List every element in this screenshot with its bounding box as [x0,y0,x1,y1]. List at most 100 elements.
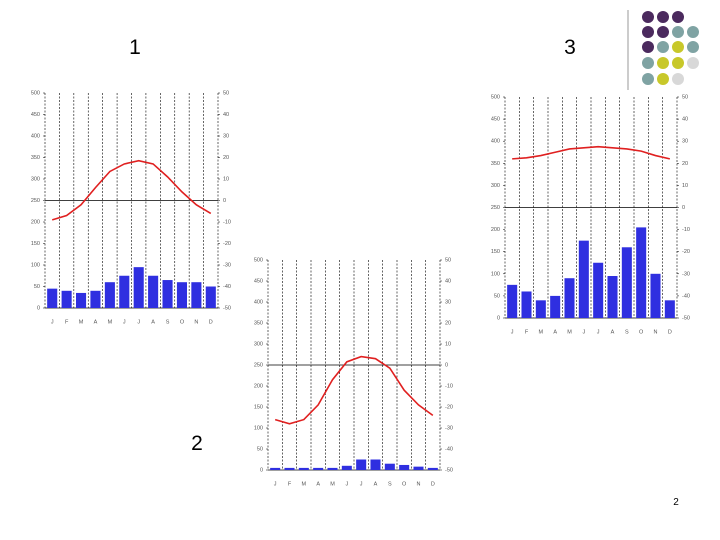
y-tick-label: 50 [257,446,263,452]
bar [564,278,575,318]
bar [664,300,675,318]
bar [104,282,115,308]
x-tick-label: M [567,329,572,335]
y2-tick-label: -40 [445,446,453,452]
bar [636,227,647,318]
y2-tick-label: -40 [682,293,690,299]
y-tick-label: 300 [31,176,40,182]
x-tick-label: A [374,481,378,487]
chart-number: 3 [564,36,576,59]
y2-tick-label: -30 [682,271,690,277]
x-tick-label: A [553,329,557,335]
y2-tick-label: 0 [223,198,226,204]
x-tick-label: J [597,329,600,335]
y2-tick-label: 40 [445,278,451,284]
y2-tick-label: -20 [682,249,690,255]
x-tick-label: M [330,481,335,487]
bar [550,295,561,318]
y-tick-label: 150 [31,241,40,247]
bar [356,459,367,470]
y-tick-label: 100 [254,425,263,431]
y2-tick-label: -10 [445,383,453,389]
y-tick-label: 150 [491,249,500,255]
bar [75,292,87,308]
x-tick-label: N [194,319,198,325]
x-tick-label: J [511,329,514,335]
y-tick-label: 250 [31,198,40,204]
x-tick-label: M [79,319,84,325]
x-tick-label: J [582,329,585,335]
y-tick-label: 50 [34,284,40,290]
bar [298,467,309,470]
chart-number: 1 [129,36,141,59]
x-tick-label: S [166,319,170,325]
y2-tick-label: -10 [223,219,231,225]
x-tick-label: N [654,329,658,335]
bar [341,465,352,470]
y-tick-label: 250 [491,205,500,211]
x-tick-label: O [180,319,185,325]
bar [47,288,58,308]
y-tick-label: 350 [491,161,500,167]
y2-tick-label: -20 [223,241,231,247]
y2-tick-label: -50 [682,315,690,321]
bar [119,275,130,308]
bar [284,467,295,470]
climate-chart: 050100150200250300350400450500-50-40-30-… [31,90,231,325]
y2-tick-label: 30 [682,139,688,145]
x-tick-label: O [402,481,407,487]
x-tick-label: O [639,329,644,335]
y-tick-label: 100 [31,262,40,268]
bar [370,459,381,470]
x-tick-label: A [94,319,98,325]
temperature-line [512,145,671,160]
temperature-line [274,355,434,425]
x-tick-label: D [668,329,672,335]
y-tick-label: 50 [494,293,500,299]
bar [427,467,438,470]
y2-tick-label: -50 [445,467,453,473]
y-tick-label: 100 [491,271,500,277]
y-tick-label: 400 [31,133,40,139]
y2-tick-label: 30 [223,133,229,139]
y2-tick-label: -30 [445,425,453,431]
y2-tick-label: 0 [682,205,685,211]
bar [384,463,395,470]
y-tick-label: 200 [254,383,263,389]
x-tick-label: M [302,481,307,487]
y2-tick-label: -40 [223,284,231,290]
bar [413,466,424,470]
y2-tick-label: 10 [223,176,229,182]
y-tick-label: 200 [491,227,500,233]
bar [270,467,281,470]
bar [593,262,604,318]
y2-tick-label: 20 [445,320,451,326]
y-tick-label: 400 [491,139,500,145]
y2-tick-label: 50 [682,94,688,100]
x-tick-label: J [360,481,363,487]
bar [313,467,324,470]
bar [607,276,618,318]
temperature-line [51,159,212,221]
y2-tick-label: 20 [223,155,229,161]
y2-tick-label: -10 [682,227,690,233]
y-tick-label: 150 [254,404,263,410]
y-tick-label: 200 [31,219,40,225]
y2-tick-label: 10 [682,183,688,189]
y2-tick-label: -50 [223,305,231,311]
bar [191,282,202,308]
x-tick-label: D [431,481,435,487]
x-tick-label: M [108,319,113,325]
bar [90,290,101,308]
y-tick-label: 450 [31,112,40,118]
y-tick-label: 0 [260,467,263,473]
y-tick-label: 500 [31,90,40,96]
y-tick-label: 250 [254,362,263,368]
bar [133,267,144,308]
x-tick-label: S [625,329,629,335]
bar [650,273,661,318]
bar [148,275,159,308]
x-tick-label: S [388,481,392,487]
y2-tick-label: 10 [445,341,451,347]
